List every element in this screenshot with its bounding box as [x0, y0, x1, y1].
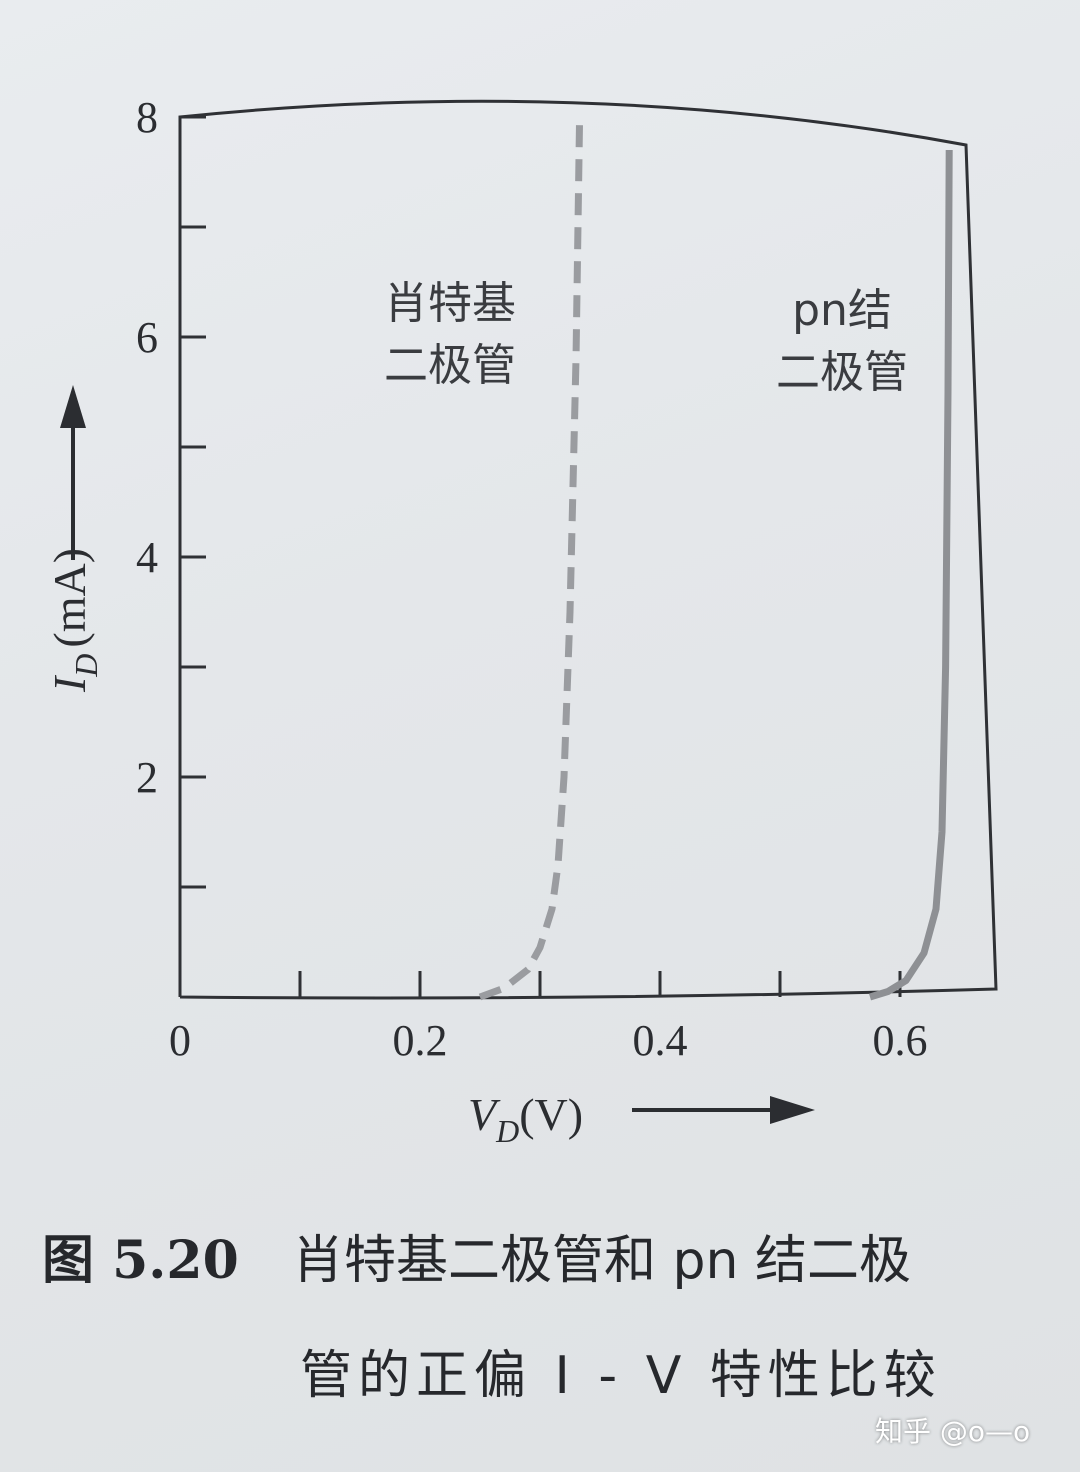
axis-ticks — [180, 115, 902, 997]
y-axis-label: ID(mA) — [44, 548, 104, 693]
y-tick-label: 4 — [136, 533, 158, 582]
plot-frame — [178, 99, 998, 1000]
schottky-curve — [478, 116, 584, 1001]
x-tick-label: 0.4 — [633, 1016, 688, 1065]
x-axis-label: VD(V) — [468, 1089, 583, 1149]
tick-labels: 0 0.2 0.4 0.6 2 4 6 8 — [136, 93, 928, 1065]
svg-text:VD(V): VD(V) — [468, 1089, 583, 1149]
schottky-label: 二极管 — [384, 340, 516, 391]
x-tick-label: 0.2 — [393, 1016, 448, 1065]
x-tick-label: 0 — [169, 1016, 191, 1065]
svg-text:ID(mA): ID(mA) — [44, 548, 104, 693]
pn-junction-label: 二极管 — [776, 347, 908, 398]
y-tick-label: 6 — [136, 313, 158, 362]
y-tick-label: 2 — [136, 753, 158, 802]
y-axis-arrow — [60, 385, 86, 560]
schottky-label: 肖特基 — [384, 278, 516, 329]
watermark-text: 知乎 @o—o — [875, 1415, 1031, 1448]
x-tick-label: 0.6 — [873, 1016, 928, 1065]
x-axis-arrow — [632, 1096, 815, 1124]
y-tick-label: 8 — [136, 93, 158, 142]
plot-border — [178, 99, 998, 1000]
series-lines — [478, 116, 953, 1001]
caption-line-2: 管的正偏 I - V 特性比较 — [300, 1346, 942, 1406]
pn-junction-label: pn结 — [792, 285, 892, 336]
pn-junction-curve — [868, 149, 953, 1001]
figure-number: 图 5.20 — [42, 1230, 239, 1291]
figure-caption: 图 5.20 肖特基二极管和 pn 结二极 管的正偏 I - V 特性比较 — [42, 1218, 1052, 1408]
caption-line-1: 肖特基二极管和 pn 结二极 — [292, 1231, 912, 1291]
